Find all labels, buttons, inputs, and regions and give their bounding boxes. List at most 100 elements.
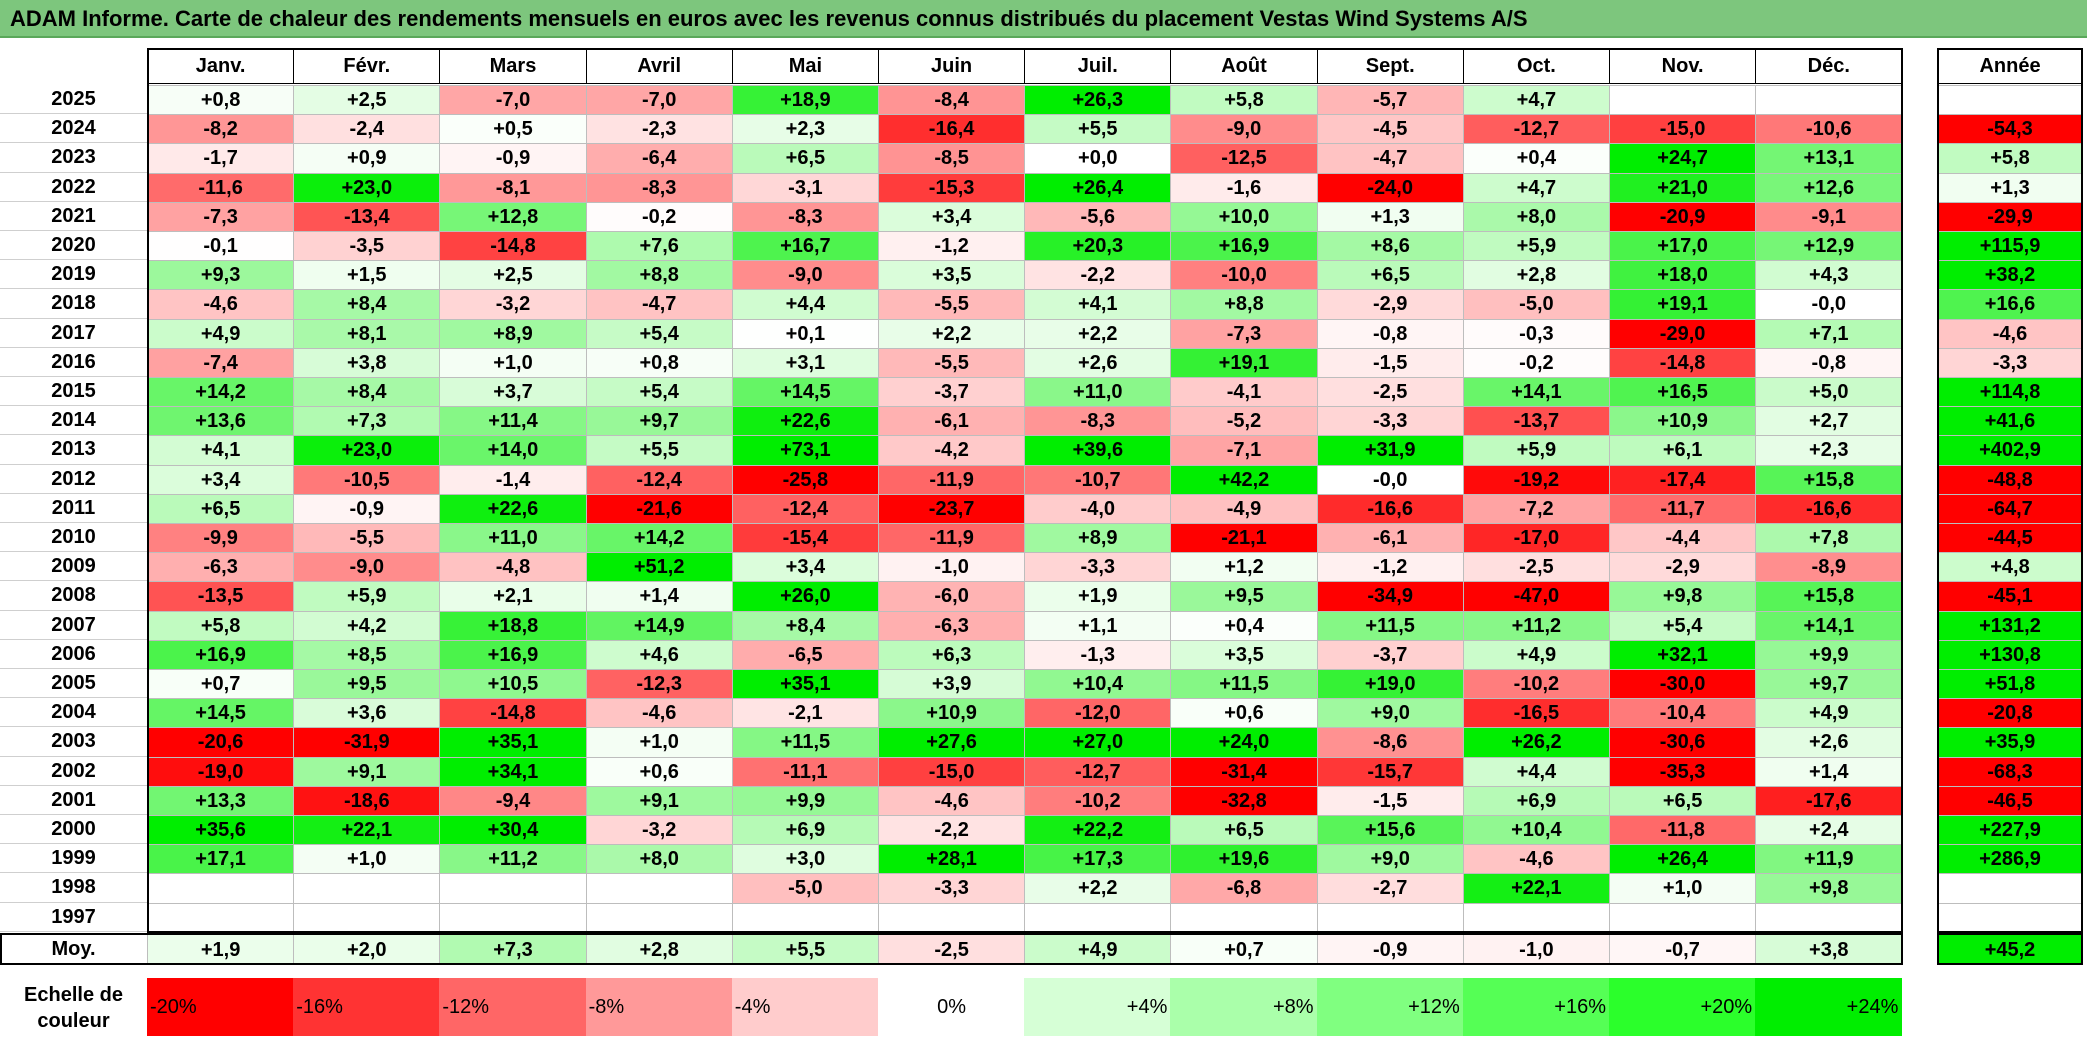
heatmap-cell: +13,6 <box>147 406 295 437</box>
row-year-label: 2008 <box>51 584 96 607</box>
heatmap-cell: +26,4 <box>1024 172 1172 203</box>
heatmap-cell: +9,0 <box>1316 698 1464 729</box>
heatmap-cell: -19,2 <box>1462 464 1610 495</box>
heatmap-cell: +5,8 <box>147 610 295 641</box>
heatmap-cell: +8,1 <box>293 318 441 349</box>
heatmap-cell: +11,5 <box>1170 669 1318 700</box>
heatmap-cell: +73,1 <box>731 435 879 466</box>
heatmap-cell: -12,5 <box>1170 143 1318 174</box>
heatmap-cell: +3,9 <box>878 669 1026 700</box>
heatmap-cell: +2,5 <box>293 85 441 116</box>
heatmap-cell: +0,8 <box>147 85 295 116</box>
heatmap-cell: -11,1 <box>731 756 879 787</box>
heatmap-cell: +11,5 <box>1316 610 1464 641</box>
annual-cell: +41,6 <box>1937 406 2083 437</box>
heatmap-cell: -16,6 <box>1316 493 1464 524</box>
row-year-label: 2015 <box>51 380 96 402</box>
heatmap-cell: +10,4 <box>1024 669 1172 700</box>
heatmap-cell: +39,6 <box>1024 435 1172 466</box>
title-bar: ADAM Informe. Carte de chaleur des rende… <box>0 0 2087 38</box>
heatmap-cell: +2,6 <box>1755 727 1903 758</box>
heatmap-cell: +5,9 <box>1462 435 1610 466</box>
heatmap-cell: -10,2 <box>1024 785 1172 816</box>
heatmap-cell: -17,6 <box>1755 785 1903 816</box>
heatmap-cell: +20,3 <box>1024 231 1172 262</box>
row-year-label: 2025 <box>51 88 96 110</box>
color-scale-step: +16% <box>1462 978 1610 1036</box>
heatmap-cell: -35,3 <box>1609 756 1757 787</box>
heatmap-cell: -7,0 <box>585 85 733 116</box>
heatmap-cell: -3,7 <box>878 377 1026 408</box>
heatmap-cell: +24,7 <box>1609 143 1757 174</box>
heatmap-cell: -5,2 <box>1170 406 1318 437</box>
heatmap-cell: -2,7 <box>1316 873 1464 904</box>
heatmap-cell: +8,9 <box>1024 523 1172 554</box>
heatmap-cell: -0,9 <box>439 143 587 174</box>
heatmap-cell <box>1609 902 1757 933</box>
heatmap-cell: -31,9 <box>293 727 441 758</box>
month-header: Avril <box>585 48 733 84</box>
heatmap-cell: +16,9 <box>147 639 295 670</box>
row-divider <box>0 872 147 874</box>
heatmap-cell <box>1609 85 1757 116</box>
heatmap-cell: +9,0 <box>1316 844 1464 875</box>
heatmap-cell: +11,9 <box>1755 844 1903 875</box>
heatmap-cell: +18,0 <box>1609 260 1757 291</box>
row-year-label: 2001 <box>51 788 96 811</box>
heatmap-cell: -14,8 <box>439 698 587 729</box>
heatmap-cell: +31,9 <box>1316 435 1464 466</box>
heatmap-cell: -10,6 <box>1755 114 1903 145</box>
annual-cell: -45,1 <box>1937 581 2083 612</box>
heatmap-cell <box>293 902 441 933</box>
heatmap-cell: -14,8 <box>439 231 587 262</box>
annual-cell: +1,3 <box>1937 172 2083 203</box>
heatmap-cell: -2,5 <box>1462 552 1610 583</box>
annual-cell: -48,8 <box>1937 464 2083 495</box>
heatmap-cell: +15,6 <box>1316 815 1464 846</box>
heatmap-cell: -11,8 <box>1609 815 1757 846</box>
heatmap-cell: +4,9 <box>1462 639 1610 670</box>
heatmap-cell: -29,0 <box>1609 318 1757 349</box>
heatmap-cell: +7,6 <box>585 231 733 262</box>
heatmap-cell: +14,2 <box>147 377 295 408</box>
heatmap-cell <box>1024 902 1172 933</box>
heatmap-cell: +9,9 <box>731 785 879 816</box>
heatmap-cell: -10,0 <box>1170 260 1318 291</box>
heatmap-cell: -4,6 <box>147 289 295 320</box>
color-scale-step: 0% <box>878 978 1026 1036</box>
annual-cell: +227,9 <box>1937 815 2083 846</box>
month-header: Mai <box>731 48 879 84</box>
heatmap-cell: +0,7 <box>147 669 295 700</box>
heatmap-cell: +9,5 <box>1170 581 1318 612</box>
heatmap-cell: +2,1 <box>439 581 587 612</box>
heatmap-cell <box>439 902 587 933</box>
row-divider <box>0 259 147 261</box>
row-divider <box>0 346 147 348</box>
heatmap-cell: +9,5 <box>293 669 441 700</box>
heatmap-cell: +4,1 <box>147 435 295 466</box>
heatmap-cell: +35,6 <box>147 815 295 846</box>
heatmap-cell: -2,9 <box>1316 289 1464 320</box>
average-cell: +4,9 <box>1024 933 1172 965</box>
heatmap-cell: +6,5 <box>731 143 879 174</box>
chart-title: ADAM Informe. Carte de chaleur des rende… <box>10 6 1528 31</box>
heatmap-cell: -16,4 <box>878 114 1026 145</box>
heatmap-cell: -4,0 <box>1024 493 1172 524</box>
annual-cell: +16,6 <box>1937 289 2083 320</box>
heatmap-cell: +1,0 <box>585 727 733 758</box>
heatmap-cell: +8,5 <box>293 639 441 670</box>
heatmap-cell: +2,4 <box>1755 815 1903 846</box>
heatmap-cell: +23,0 <box>293 172 441 203</box>
heatmap-cell: +26,2 <box>1462 727 1610 758</box>
scale-label-line1: Echelle de <box>24 984 123 1006</box>
heatmap-cell: -4,4 <box>1609 523 1757 554</box>
heatmap-cell: +3,4 <box>147 464 295 495</box>
average-cell: -0,7 <box>1609 933 1757 965</box>
annual-cell <box>1937 873 2083 904</box>
heatmap-cell: +26,4 <box>1609 844 1757 875</box>
heatmap-cell: +18,8 <box>439 610 587 641</box>
annual-cell: +286,9 <box>1937 844 2083 875</box>
heatmap-cell: -15,0 <box>1609 114 1757 145</box>
heatmap-cell: +28,1 <box>878 844 1026 875</box>
